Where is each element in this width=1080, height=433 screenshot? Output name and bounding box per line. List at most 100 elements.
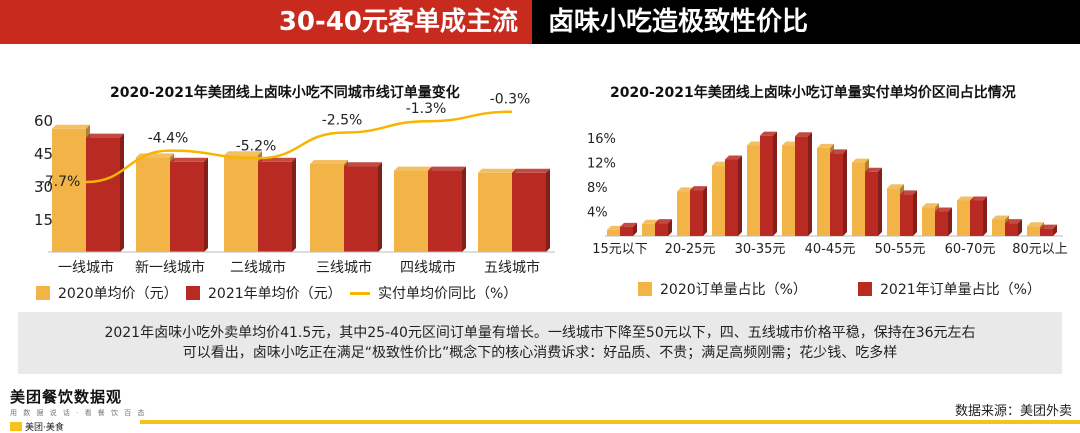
left-bar-2021: [258, 161, 292, 252]
legend-swatch-2020: [36, 286, 50, 300]
left-bar-2021-side: [204, 157, 208, 252]
left-bar-2021-top: [428, 166, 466, 171]
right-bar-2021-side: [633, 222, 637, 236]
left-legend-item-line: 实付单均价同比（%）: [350, 283, 517, 303]
left-line-data-label: -0.3%: [490, 92, 531, 108]
data-source: 数据来源：美团外卖: [954, 404, 1072, 419]
right-bar-2020: [817, 147, 830, 236]
right-bar-2021-top: [655, 219, 672, 224]
legend-swatch-2020-share: [638, 282, 652, 296]
right-bar-2021: [1005, 223, 1018, 236]
right-bar-2020: [852, 162, 865, 236]
right-bar-2021: [795, 136, 808, 236]
left-bar-2020: [136, 157, 170, 252]
legend-label-2020-share: 2020订单量占比（%）: [660, 282, 807, 298]
right-bar-2021: [935, 211, 948, 236]
right-bar-2021-side: [913, 190, 917, 236]
right-bar-2021-top: [970, 196, 987, 201]
header-left-title: 30-40元客单成主流: [0, 0, 532, 44]
right-bar-2021-side: [773, 131, 777, 236]
right-xtick-label: 40-45元: [805, 242, 856, 257]
left-bar-2021: [170, 161, 204, 252]
left-legend-item-2021: 2021年单均价（元）: [186, 283, 342, 303]
header-right-title: 卤味小吃造极致性价比: [548, 7, 809, 37]
right-bar-2021-top: [690, 186, 707, 191]
left-xtick-label: 一线城市: [58, 259, 114, 276]
right-bar-2020: [747, 145, 760, 236]
right-bar-2021: [620, 226, 633, 236]
right-bar-2021-side: [878, 167, 882, 236]
right-xtick-label: 60-70元: [945, 242, 996, 257]
right-bar-2020-top: [607, 225, 624, 230]
right-bar-2021: [760, 135, 773, 236]
brand-logo-text: 美团·美食: [25, 423, 64, 433]
right-bar-2021: [900, 194, 913, 236]
legend-swatch-2021-share: [858, 282, 872, 296]
left-xtick-label: 新一线城市: [135, 259, 205, 276]
right-bar-2020-top: [642, 219, 659, 224]
left-bar-2020-top: [52, 124, 90, 129]
right-bar-2020: [922, 207, 935, 236]
right-bar-2021-side: [703, 186, 707, 236]
left-bar-2021-top: [86, 133, 124, 138]
left-bar-2020: [394, 170, 428, 252]
right-bar-2021: [655, 223, 668, 236]
legend-line-swatch: [350, 291, 370, 295]
right-bar-2021-top: [795, 132, 812, 137]
right-bar-2020-top: [1027, 222, 1044, 227]
right-bar-2021-side: [1018, 219, 1022, 236]
right-bar-2021: [725, 159, 738, 236]
left-bar-2021-side: [462, 166, 466, 252]
right-bar-2021-top: [830, 149, 847, 154]
brand-name: 美团餐饮数据观: [10, 388, 123, 406]
summary-note: 2021年卤味小吃外卖单均价41.5元，其中25-40元区间订单量有增长。一线城…: [18, 312, 1062, 374]
left-bar-2020: [224, 155, 258, 252]
header-banner: 30-40元客单成主流 卤味小吃造极致性价比: [0, 0, 1080, 44]
right-legend-item-2021: 2021年订单量占比（%）: [858, 279, 1041, 299]
right-bar-2021-top: [725, 155, 742, 160]
left-bar-2021-side: [546, 168, 550, 252]
right-bar-2021: [830, 153, 843, 236]
left-bar-2021-top: [170, 157, 208, 162]
left-bar-2021-side: [120, 133, 124, 252]
left-chart-title: 2020-2021年美团线上卤味小吃不同城市线订单量变化: [110, 85, 460, 101]
right-bar-2021-top: [620, 222, 637, 227]
right-bar-2020: [607, 229, 620, 236]
left-xtick-label: 五线城市: [484, 259, 540, 276]
right-bar-2020: [1027, 226, 1040, 236]
left-bar-2021-top: [344, 162, 382, 167]
right-legend-item-2020: 2020订单量占比（%）: [638, 279, 807, 299]
right-bar-2021: [865, 171, 878, 236]
left-bar-2021: [428, 170, 462, 252]
legend-label-2021-share: 2021年订单量占比（%）: [880, 282, 1041, 298]
left-line-data-label: -2.5%: [322, 113, 363, 129]
right-bar-2020: [712, 165, 725, 236]
right-bar-2021-top: [1040, 224, 1057, 229]
left-line-data-label: -1.3%: [406, 101, 447, 117]
left-line-data-label: -5.2%: [236, 138, 277, 154]
right-bar-2021: [970, 200, 983, 236]
left-ytick-label: 15: [34, 211, 53, 229]
right-bar-2020-top: [782, 141, 799, 146]
right-chart: 16% 12% 8% 4% 15元以下 20-25元 30-35元 40-45元 50-55元 6…: [587, 131, 1068, 257]
right-bar-2020-top: [992, 215, 1009, 220]
legend-label-2021: 2021年单均价（元）: [208, 286, 342, 302]
brand-block: 美团餐饮数据观 用 数 据 说 话 · 看 餐 饮 百 态 美团·美食: [10, 386, 146, 433]
left-ytick-label: 30: [34, 178, 53, 196]
left-bar-2020-top: [310, 160, 348, 164]
brand-tagline: 用 数 据 说 话 · 看 餐 饮 百 态: [10, 409, 147, 417]
left-xtick-label: 四线城市: [400, 259, 456, 276]
right-bar-2020-top: [747, 141, 764, 146]
right-bar-2020: [782, 145, 795, 236]
right-bar-2021-top: [1005, 219, 1022, 224]
right-bar-2020-top: [887, 184, 904, 189]
right-bar-2020: [642, 223, 655, 236]
left-bar-2021: [512, 172, 546, 252]
right-bar-2021-side: [843, 149, 847, 236]
right-bar-2021: [690, 190, 703, 236]
left-line-series: [85, 110, 513, 184]
left-bar-2021: [344, 166, 378, 252]
left-bar-2020-top: [478, 168, 516, 173]
right-bar-2021-top: [865, 167, 882, 172]
right-ytick-label: 8%: [587, 181, 608, 196]
